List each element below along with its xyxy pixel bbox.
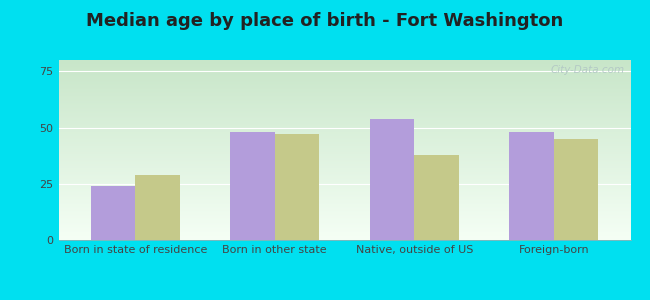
Bar	[554, 139, 599, 240]
Bar	[230, 132, 275, 240]
Text: City-Data.com: City-Data.com	[551, 65, 625, 75]
Bar	[370, 118, 414, 240]
Bar	[414, 154, 459, 240]
Bar	[135, 175, 180, 240]
Bar	[509, 132, 554, 240]
Bar	[275, 134, 319, 240]
Bar	[90, 186, 135, 240]
Text: Median age by place of birth - Fort Washington: Median age by place of birth - Fort Wash…	[86, 12, 564, 30]
